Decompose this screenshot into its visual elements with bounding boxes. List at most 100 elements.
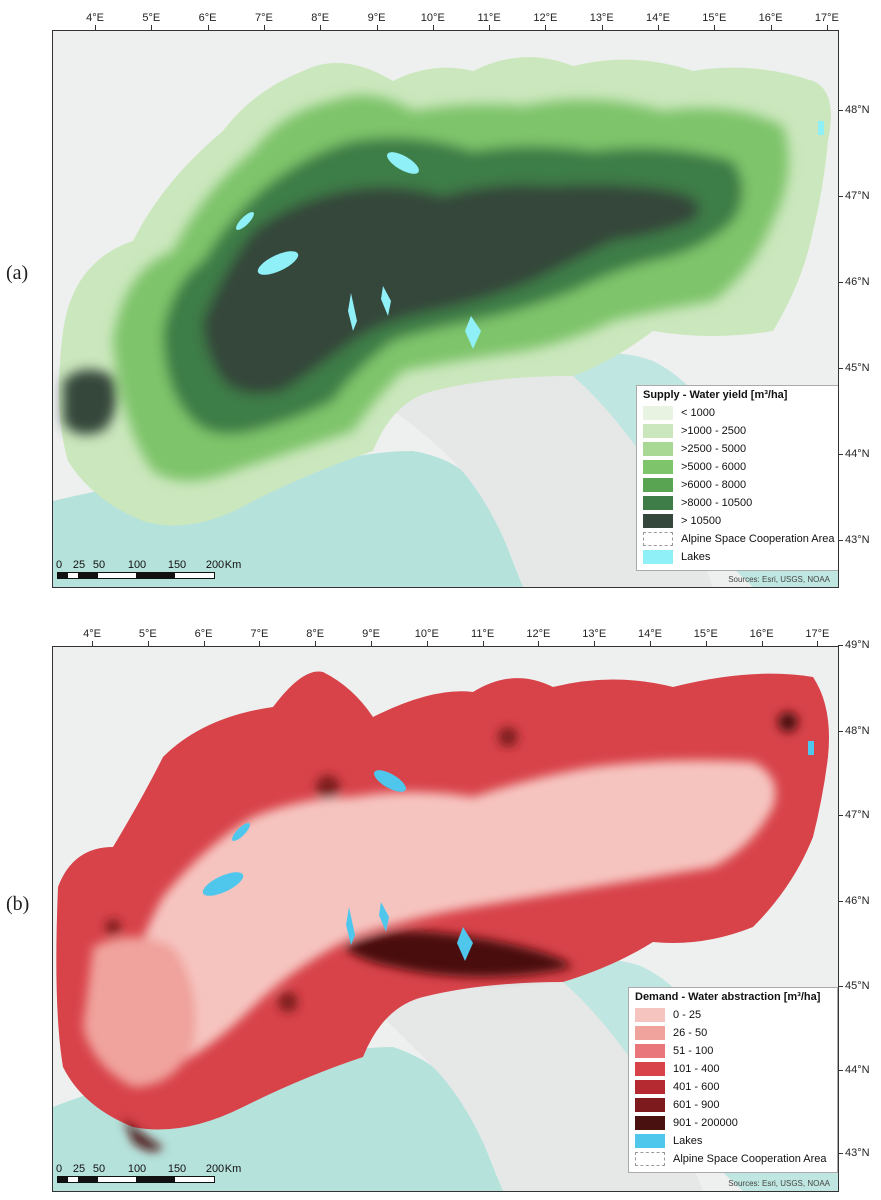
longitude-tick-mark <box>650 641 651 646</box>
longitude-tick-label: 15°E <box>693 628 718 640</box>
longitude-tick-label: 12°E <box>526 628 551 640</box>
longitude-tick-mark <box>151 25 153 30</box>
sources-a: Sources: Esri, USGS, NOAA <box>728 575 830 584</box>
legend-item: < 1000 <box>643 404 833 422</box>
legend-label: >8000 - 10500 <box>681 497 753 509</box>
longitude-tick-label: 15°E <box>702 12 727 24</box>
longitude-tick-label: 4°E <box>83 628 101 640</box>
lake-neuchatel <box>236 212 254 230</box>
legend-label: Alpine Space Cooperation Area <box>673 1153 827 1165</box>
scale-label: 100 <box>127 559 147 571</box>
scale-label: 150 <box>167 559 187 571</box>
longitude-tick-mark <box>259 641 261 646</box>
scale-label: 200 <box>205 559 225 571</box>
longitude-tick-label: 14°E <box>646 12 670 24</box>
lyon-hotspot <box>105 919 121 935</box>
legend-swatch <box>643 424 673 438</box>
latitude-tick-label: 48°N <box>845 104 870 116</box>
lake-maggiore <box>346 907 355 945</box>
legend-item: >6000 - 8000 <box>643 476 833 494</box>
lake-east <box>818 121 824 135</box>
longitude-tick-label: 13°E <box>582 628 607 640</box>
legend-item: > 10500 <box>643 512 833 530</box>
legend-label: >1000 - 2500 <box>681 425 747 437</box>
legend-swatch <box>635 1098 665 1112</box>
legend-item: >5000 - 6000 <box>643 458 833 476</box>
legend-label: 101 - 400 <box>673 1063 720 1075</box>
longitude-tick-mark <box>95 25 96 30</box>
longitude-tick-mark <box>594 641 596 646</box>
longitude-tick-label: 14°E <box>638 628 662 640</box>
legend-item: Lakes <box>635 1132 831 1150</box>
legend-item: 901 - 200000 <box>635 1114 831 1132</box>
longitude-tick-mark <box>371 641 372 646</box>
legend-item: 101 - 400 <box>635 1060 831 1078</box>
legend-swatch <box>635 1062 665 1076</box>
legend-swatch <box>643 496 673 510</box>
legend-label: 601 - 900 <box>673 1099 720 1111</box>
legend-label: 901 - 200000 <box>673 1117 738 1129</box>
zurich-hotspot <box>316 775 340 799</box>
legend-swatch <box>643 532 673 546</box>
demand-water-abstraction-map: Demand - Water abstraction [m³/ha] 0 - 2… <box>52 646 839 1192</box>
longitude-tick-mark <box>315 641 317 646</box>
legend-swatch <box>643 514 673 528</box>
po-valley-dark <box>343 931 573 977</box>
legend-label: 0 - 25 <box>673 1009 702 1021</box>
supply-water-yield-map: Supply - Water yield [m³/ha] < 1000 >1000… <box>52 30 839 588</box>
longitude-tick-mark <box>432 25 434 30</box>
longitude-tick-mark <box>826 25 828 30</box>
latitude-tick-label: 46°N <box>845 895 870 907</box>
longitude-tick-mark <box>203 641 205 646</box>
legend-label: 401 - 600 <box>673 1081 720 1093</box>
latitude-tick-mark <box>838 454 843 455</box>
longitude-tick-label: 17°E <box>805 628 830 640</box>
longitude-tick-mark <box>426 641 428 646</box>
latitude-tick-label: 45°N <box>845 980 870 992</box>
legend-item: Lakes <box>643 548 833 566</box>
legend-swatch <box>635 1152 665 1166</box>
demand-light-belt <box>131 760 776 1067</box>
lake-constance <box>387 152 419 174</box>
vienna-hotspot <box>778 712 798 732</box>
latitude-tick-mark <box>838 901 843 902</box>
legend-label: > 10500 <box>681 515 722 527</box>
longitude-tick-mark <box>489 25 491 30</box>
longitude-tick-mark <box>207 25 209 30</box>
apennines-terrain <box>383 982 703 1191</box>
longitude-tick-label: 13°E <box>589 12 614 24</box>
longitude-tick-mark <box>320 25 322 30</box>
longitude-tick-mark <box>770 25 772 30</box>
legend-item: Alpine Space Cooperation Area <box>635 1150 831 1168</box>
legend-swatch <box>643 478 673 492</box>
legend-a: Supply - Water yield [m³/ha] < 1000 >1000… <box>636 385 838 571</box>
scale-unit: Km <box>224 559 242 571</box>
scale-label: 200 <box>205 1163 225 1175</box>
longitude-tick-mark <box>658 25 659 30</box>
legend-b: Demand - Water abstraction [m³/ha] 0 - 2… <box>628 987 838 1173</box>
latitude-tick-label: 43°N <box>845 534 870 546</box>
legend-item: 401 - 600 <box>635 1078 831 1096</box>
latitude-tick-label: 47°N <box>845 809 870 821</box>
lake-como <box>381 286 391 316</box>
longitude-tick-mark <box>538 641 540 646</box>
legend-label: Alpine Space Cooperation Area <box>681 533 835 545</box>
longitude-tick-mark <box>92 641 93 646</box>
latitude-tick-mark <box>838 282 843 283</box>
legend-swatch <box>635 1008 665 1022</box>
latitude-tick-mark <box>838 110 843 111</box>
apennines-terrain <box>393 376 713 587</box>
legend-title-a: Supply - Water yield [m³/ha] <box>643 389 788 401</box>
legend-label: >2500 - 5000 <box>681 443 747 455</box>
scalebar-a: 0 25 50 100 150 200 Km <box>56 559 241 579</box>
legend-label: >5000 - 6000 <box>681 461 747 473</box>
lake-como <box>379 902 389 932</box>
legend-swatch <box>643 550 673 564</box>
longitude-tick-label: 7°E <box>254 12 273 24</box>
latitude-tick-mark <box>838 1153 843 1154</box>
latitude-tick-label: 47°N <box>845 190 870 202</box>
legend-swatch <box>635 1044 665 1058</box>
scale-label: 0 <box>55 1163 63 1175</box>
longitude-tick-mark <box>714 25 716 30</box>
panel-label-a: (a) <box>6 262 29 284</box>
